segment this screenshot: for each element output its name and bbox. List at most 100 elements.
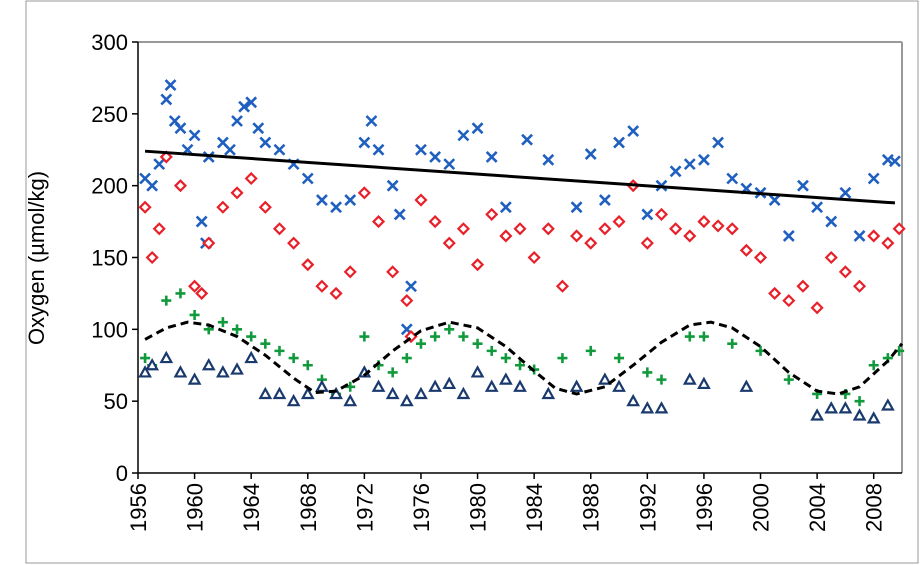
data-point [683, 158, 696, 171]
data-point [810, 408, 824, 421]
data-point [852, 408, 867, 421]
data-point [160, 93, 173, 106]
data-point [175, 288, 186, 299]
data-point [614, 353, 625, 364]
data-point [365, 115, 378, 127]
y-tick-label: 250 [91, 102, 128, 127]
data-point [626, 393, 641, 407]
data-point [485, 207, 499, 221]
data-point [867, 229, 881, 243]
data-point [640, 236, 654, 250]
data-point [499, 229, 513, 243]
data-point [231, 115, 243, 127]
data-point [232, 324, 243, 335]
data-point [782, 294, 796, 308]
data-point [868, 360, 879, 371]
data-point [654, 207, 669, 221]
data-point [457, 129, 470, 142]
data-point [711, 219, 725, 233]
data-point [866, 411, 881, 424]
x-tick-label: 1964 [239, 483, 264, 532]
data-point [570, 229, 584, 243]
data-point [853, 279, 867, 293]
data-point [584, 148, 597, 160]
data-point [260, 338, 271, 349]
data-point [244, 350, 259, 364]
data-point [470, 365, 485, 378]
data-point [527, 250, 541, 265]
data-point [682, 372, 697, 385]
x-tick-label: 2000 [749, 483, 774, 532]
data-point [612, 379, 626, 392]
data-point [669, 165, 682, 178]
data-point [768, 194, 781, 206]
data-point [641, 208, 654, 221]
data-point [753, 250, 768, 265]
data-point [259, 136, 272, 149]
x-tick-label: 2004 [805, 483, 830, 532]
data-point [161, 295, 172, 306]
data-point [415, 338, 426, 349]
data-point [386, 265, 400, 279]
data-point [640, 401, 655, 414]
data-point [867, 172, 880, 185]
data-point [286, 393, 301, 407]
data-point [272, 386, 287, 400]
data-point [684, 331, 695, 342]
data-point [230, 186, 244, 200]
data-point [499, 201, 512, 214]
data-point [712, 136, 724, 149]
data-point [187, 372, 202, 385]
data-point [258, 200, 272, 214]
data-point [697, 215, 711, 229]
data-point [371, 379, 386, 392]
data-point [444, 324, 455, 335]
data-point [202, 236, 216, 250]
data-point [399, 393, 414, 407]
plot-area [138, 79, 906, 424]
data-point [372, 143, 385, 156]
data-point [287, 236, 301, 250]
data-point [224, 143, 236, 156]
data-point [301, 172, 314, 185]
data-point [892, 222, 906, 236]
data-point [881, 236, 895, 250]
data-point [824, 250, 838, 265]
x-tick-label: 1984 [522, 483, 547, 532]
data-point [273, 143, 286, 156]
data-point [329, 286, 343, 300]
y-tick-label: 100 [91, 317, 128, 342]
data-point [739, 379, 754, 392]
data-point [811, 201, 824, 214]
data-point [839, 186, 852, 199]
data-point [456, 222, 470, 236]
data-point [159, 150, 173, 164]
data-point [152, 222, 166, 236]
data-point [145, 250, 159, 265]
x-tick-label: 1976 [409, 483, 434, 532]
data-point [188, 129, 201, 142]
data-point [272, 222, 287, 236]
data-point [302, 360, 313, 371]
data-point [739, 243, 753, 257]
y-tick-label: 0 [116, 461, 128, 486]
data-point [246, 331, 257, 342]
data-point [401, 353, 412, 364]
data-point [429, 151, 442, 163]
data-point [393, 208, 406, 221]
data-point [500, 353, 511, 364]
data-point [414, 193, 428, 207]
data-point [371, 215, 386, 229]
data-point [810, 301, 824, 315]
data-point [613, 136, 625, 149]
data-point [329, 386, 343, 400]
data-point [889, 155, 901, 168]
data-point [330, 201, 342, 214]
x-tick-label: 1972 [352, 483, 377, 532]
data-point [854, 396, 865, 407]
data-point [726, 172, 739, 185]
data-point [288, 353, 299, 364]
data-point [853, 230, 866, 242]
data-point [195, 215, 208, 228]
